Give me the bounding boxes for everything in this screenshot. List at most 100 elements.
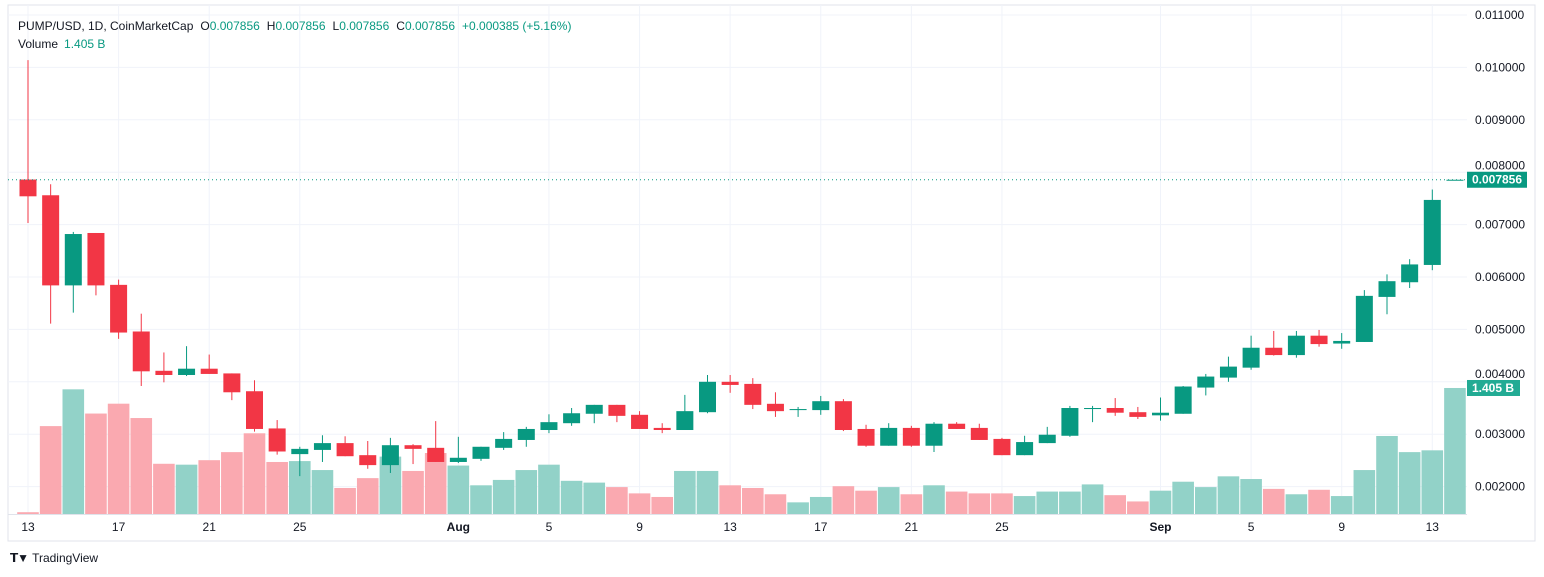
- candle-body: [336, 443, 354, 457]
- candle-body: [563, 413, 581, 424]
- volume-bar: [470, 485, 492, 514]
- candle-body: [1084, 408, 1102, 410]
- y-tick-label: 0.004000: [1475, 367, 1525, 381]
- candle: [495, 432, 513, 450]
- y-tick-label: 0.006000: [1475, 270, 1525, 284]
- y-tick-label: 0.005000: [1475, 322, 1525, 336]
- x-tick-label: 21: [203, 520, 217, 534]
- candle-body: [970, 427, 988, 440]
- candle: [223, 373, 241, 401]
- volume-bar: [492, 479, 515, 514]
- chart-frame: [7, 4, 1536, 542]
- y-tick-label: 0.003000: [1475, 427, 1525, 441]
- volume-bar: [923, 485, 945, 514]
- candle: [246, 380, 263, 432]
- candle-body: [155, 370, 173, 375]
- x-tick-label: 25: [995, 520, 1009, 534]
- candle: [766, 392, 784, 417]
- volume-bar: [832, 486, 855, 514]
- candle-body: [925, 423, 943, 446]
- volume-bar: [719, 485, 741, 514]
- price-axis[interactable]: 0.011000 0.010000 0.009000 0.008000 0.007000…: [1475, 8, 1525, 494]
- candle: [1152, 397, 1169, 421]
- close-value: 0.007856: [404, 19, 456, 33]
- candle-body: [1423, 199, 1441, 265]
- candle-body: [268, 428, 286, 452]
- x-tick-label: 9: [636, 520, 643, 534]
- candle: [1242, 335, 1260, 370]
- candle-body: [359, 455, 377, 466]
- candle: [313, 435, 331, 462]
- candle-body: [585, 404, 603, 414]
- ohlc-row: PUMP/USD, 1D, CoinMarketCap O0.007856 H0.0…: [18, 17, 578, 35]
- volume-bar: [1036, 491, 1059, 514]
- candle: [427, 421, 445, 462]
- volume-bar: [1195, 487, 1217, 514]
- candle: [1174, 385, 1192, 414]
- candle: [155, 352, 173, 383]
- candle: [1310, 329, 1328, 347]
- candle-body: [1355, 295, 1373, 342]
- volume-bar: [39, 426, 62, 514]
- candle: [42, 184, 60, 324]
- volume-bar: [900, 494, 923, 514]
- candle: [1378, 274, 1396, 315]
- candles: [19, 60, 1464, 477]
- y-tick-label: 0.008000: [1475, 159, 1525, 173]
- volume-bar: [991, 493, 1013, 514]
- symbol-title[interactable]: PUMP/USD, 1D, CoinMarketCap: [18, 19, 194, 33]
- candle: [1038, 426, 1056, 444]
- candle: [87, 232, 105, 296]
- candle: [585, 404, 603, 424]
- close-label: C: [396, 19, 405, 33]
- candle-body: [1106, 408, 1124, 413]
- candle-body: [812, 401, 830, 411]
- candle: [449, 436, 467, 464]
- candle-body: [744, 383, 762, 405]
- volume-bar: [198, 460, 220, 514]
- candle: [336, 436, 354, 457]
- volume-bar: [877, 487, 900, 514]
- volume-bar: [1104, 495, 1126, 514]
- tradingview-branding[interactable]: 𝗧▼ TradingView: [10, 551, 98, 565]
- high-value: 0.007856: [275, 19, 326, 33]
- candle: [1287, 330, 1305, 358]
- x-tick-label: 25: [293, 520, 307, 534]
- candle: [834, 399, 852, 432]
- candle-body: [676, 411, 694, 431]
- candle: [676, 394, 694, 431]
- y-tick-label: 0.009000: [1475, 113, 1525, 127]
- candle-body: [653, 427, 671, 431]
- volume-bar: [742, 487, 764, 514]
- candle-body: [857, 428, 875, 446]
- volume-bar: [1376, 435, 1398, 514]
- volume-bar: [515, 470, 538, 514]
- candle-body: [1197, 376, 1215, 388]
- tradingview-logo-icon: 𝗧▼: [10, 551, 29, 565]
- time-axis[interactable]: 13 17 21 25 Aug 5 9 13 17 21 25 Sep 5 9 13: [21, 520, 1439, 534]
- volume-bar: [1308, 489, 1330, 514]
- candle-body: [291, 448, 309, 455]
- candle: [472, 446, 490, 461]
- volume-bar: [130, 418, 153, 514]
- candle: [1197, 373, 1215, 396]
- volume-bar: [1127, 501, 1149, 514]
- volume-bar: [107, 403, 130, 514]
- candle-body: [1310, 335, 1328, 345]
- candle: [608, 404, 626, 423]
- candle: [1423, 189, 1441, 271]
- candle: [359, 441, 377, 469]
- grid: [8, 5, 1467, 514]
- candle-body: [699, 381, 716, 413]
- volume-bar: [379, 456, 402, 514]
- tradingview-name: TradingView: [32, 551, 99, 565]
- candle: [517, 426, 535, 447]
- volume-bar: [583, 482, 606, 514]
- low-label: L: [332, 19, 340, 33]
- candle: [1016, 435, 1034, 456]
- candle: [993, 437, 1011, 456]
- volume-bar: [1217, 476, 1240, 514]
- volume-bar: [809, 496, 832, 514]
- volume-bar: [1285, 494, 1308, 514]
